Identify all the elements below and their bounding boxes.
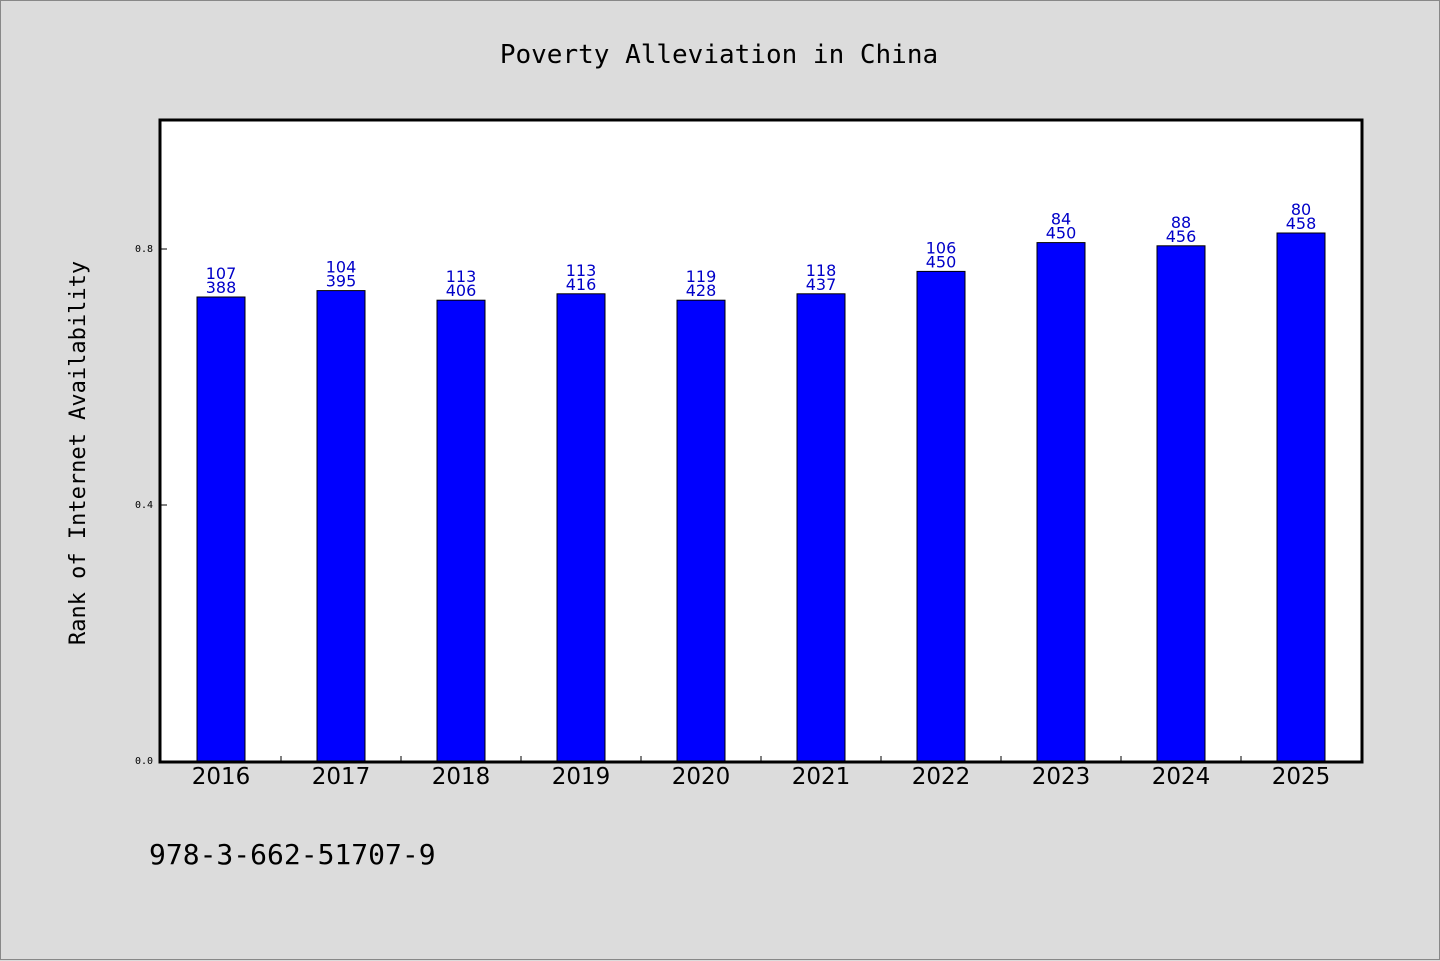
bar: [556, 293, 606, 762]
bar-label-top: 84: [1051, 210, 1071, 229]
x-axis: 2016 2017 2018 2019 2020 2021 2022 2023 2024 2025: [192, 756, 1331, 790]
bar-label-top: 118: [806, 261, 837, 280]
bar-label-top: 107: [206, 264, 237, 283]
x-tick-label: 2017: [312, 764, 371, 790]
x-tick-label: 2025: [1272, 764, 1331, 790]
bar-label-bottom: 388: [206, 278, 237, 297]
bar-label-bottom: 450: [1046, 224, 1077, 243]
bar-label-top: 88: [1171, 213, 1191, 232]
bar: [1036, 242, 1086, 762]
bar-label-top: 113: [566, 261, 597, 280]
bar: [1156, 245, 1206, 762]
bar-label-bottom: 416: [566, 275, 597, 294]
bar: [916, 270, 966, 762]
bar-label-top: 80: [1291, 200, 1311, 219]
x-tick-label: 2022: [912, 764, 971, 790]
y-tick-label: 0.0: [135, 756, 153, 767]
bar-label-bottom: 428: [686, 281, 717, 300]
x-tick-label: 2023: [1032, 764, 1091, 790]
bars: [196, 232, 1326, 762]
y-tick-label: 0.4: [135, 500, 153, 511]
x-tick-label: 2018: [432, 764, 491, 790]
bar-label-bottom: 450: [926, 252, 957, 271]
bar-label-bottom: 406: [446, 281, 477, 300]
bar-label-bottom: 456: [1166, 227, 1197, 246]
y-axis-label: Rank of Internet Availability: [66, 261, 91, 645]
bar: [316, 290, 366, 762]
y-tick-label: 0.8: [135, 244, 153, 255]
x-tick-label: 2024: [1152, 764, 1211, 790]
bar: [796, 293, 846, 762]
bar-label-bottom: 437: [806, 275, 837, 294]
x-tick-label: 2019: [552, 764, 611, 790]
bar: [436, 299, 486, 762]
footer-isbn: 978-3-662-51707-9: [149, 838, 436, 871]
bar: [196, 296, 246, 762]
x-tick-label: 2020: [672, 764, 731, 790]
y-axis: 0.0 0.4 0.8: [135, 244, 167, 767]
x-tick-label: 2021: [792, 764, 851, 790]
bar: [676, 299, 726, 762]
bar-label-bottom: 458: [1286, 214, 1317, 233]
bar-label-top: 119: [686, 267, 717, 286]
bar-label-top: 113: [446, 267, 477, 286]
bar: [1276, 232, 1326, 762]
x-tick-label: 2016: [192, 764, 251, 790]
bar-label-bottom: 395: [326, 272, 357, 291]
bar-label-top: 106: [926, 238, 957, 257]
chart-title: Poverty Alleviation in China: [500, 40, 938, 70]
bar-label-top: 104: [326, 258, 357, 277]
